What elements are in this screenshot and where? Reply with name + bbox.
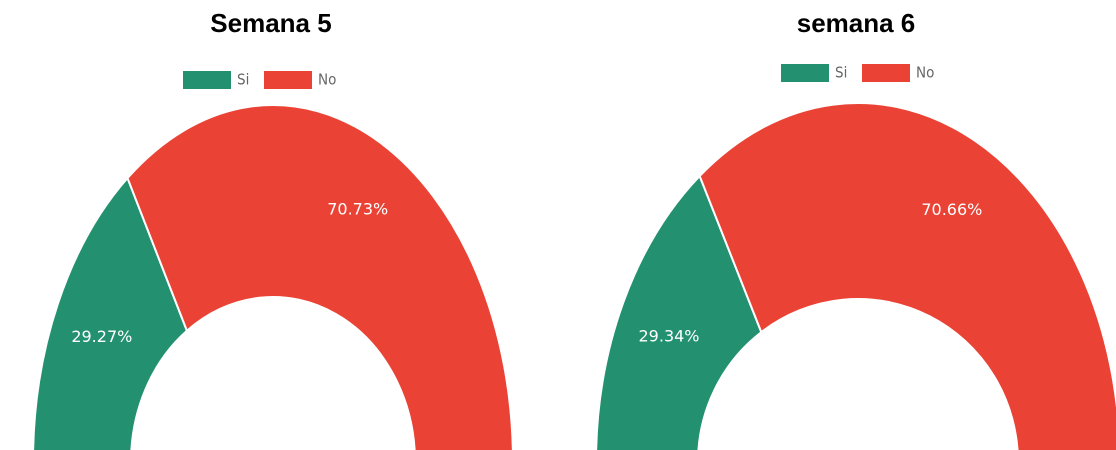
doughnut-segment xyxy=(32,176,189,450)
doughnut-segment xyxy=(126,104,514,450)
legend-swatch xyxy=(264,71,312,89)
legend-swatch xyxy=(781,64,829,82)
legend-label: Si xyxy=(237,71,249,89)
doughnut-segment xyxy=(698,102,1116,450)
value-label: 70.66% xyxy=(921,200,982,219)
chart-title: Semana 5 xyxy=(210,8,331,38)
value-label: 29.27% xyxy=(71,327,132,346)
legend-swatch xyxy=(183,71,231,89)
legend-label: No xyxy=(916,64,934,82)
legend-swatch xyxy=(862,64,910,82)
doughnut-segment xyxy=(595,174,763,450)
legend-label: No xyxy=(318,71,336,89)
value-label: 70.73% xyxy=(327,200,388,219)
legend-label: Si xyxy=(835,64,847,82)
value-label: 29.34% xyxy=(639,327,700,346)
chart-title: semana 6 xyxy=(797,8,916,38)
